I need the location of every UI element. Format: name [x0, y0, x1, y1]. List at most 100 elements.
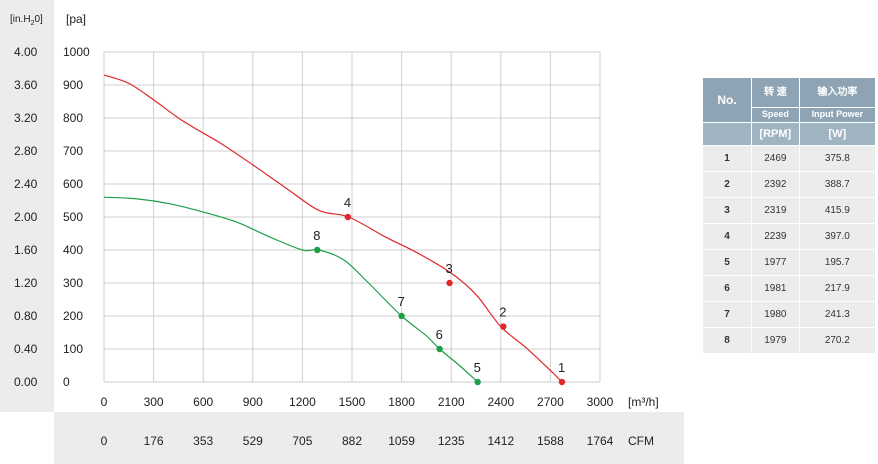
x-tick-label: 600 — [193, 395, 213, 409]
header-speed-cn: 转 速 — [751, 77, 800, 108]
y2-tick-label: 0.00 — [14, 375, 38, 389]
operating-point-label-2: 2 — [499, 305, 506, 320]
x-tick-label: 900 — [243, 395, 263, 409]
x2-axis-label: CFM — [628, 434, 654, 448]
table-header-row: No. 转 速 输入功率 — [702, 77, 877, 123]
row-power: 415.9 — [798, 197, 877, 224]
x-tick-label: 1500 — [339, 395, 366, 409]
y2-tick-label: 0.80 — [14, 309, 38, 323]
row-no: 1 — [702, 145, 752, 172]
x2-tick-label: 353 — [193, 434, 213, 448]
y-tick-label: 600 — [63, 177, 83, 191]
y2-tick-label: 2.40 — [14, 177, 38, 191]
x2-tick-label: 1059 — [388, 434, 415, 448]
row-power: 397.0 — [798, 223, 877, 250]
operating-point-7 — [398, 312, 405, 320]
x-axis-label: [m³/h] — [628, 395, 659, 409]
y-tick-label: 200 — [63, 309, 83, 323]
row-rpm: 1981 — [751, 275, 800, 302]
row-no: 5 — [702, 249, 752, 276]
row-no: 2 — [702, 171, 752, 198]
operating-point-label-7: 7 — [398, 294, 405, 309]
fan-performance-chart: 0 100 200 300 400 500 600 700 800 900 1000 0.00 0.40… — [0, 0, 684, 464]
x-tick-label: 1200 — [289, 395, 316, 409]
operating-point-6 — [436, 345, 443, 353]
x-tick-label: 2700 — [537, 395, 564, 409]
row-power: 388.7 — [798, 171, 877, 198]
unit-w: [W] — [798, 122, 877, 146]
table-row: 2 2392 388.7 — [702, 171, 877, 198]
header-power-cn: 输入功率 — [798, 77, 877, 108]
y2-axis-panel — [0, 0, 54, 412]
x2-tick-label: 1764 — [587, 434, 614, 448]
y2-tick-label: 1.60 — [14, 243, 38, 257]
x-tick-label: 2100 — [438, 395, 465, 409]
row-rpm: 2469 — [751, 145, 800, 172]
x-tick-label: 3000 — [587, 395, 614, 409]
table-unit-row: [RPM] [W] — [702, 122, 877, 146]
operating-point-label-4: 4 — [344, 195, 351, 210]
x2-tick-label: 882 — [342, 434, 362, 448]
operating-point-4 — [344, 213, 352, 221]
y2-tick-label: 3.60 — [14, 78, 38, 92]
y-tick-label: 1000 — [63, 45, 90, 59]
series-line-2 — [103, 196, 479, 383]
table-header-en-row: Speed Input Power — [703, 106, 877, 124]
y2-axis-label-end: 0] — [34, 14, 43, 25]
x-tick-label: 0 — [101, 395, 108, 409]
row-no: 4 — [702, 223, 752, 250]
x2-tick-label: 1412 — [487, 434, 514, 448]
table-row: 6 1981 217.9 — [702, 275, 877, 302]
x2-tick-label: 1235 — [438, 434, 465, 448]
y-tick-label: 0 — [63, 375, 70, 389]
row-no: 6 — [702, 275, 752, 302]
row-no: 8 — [702, 327, 752, 354]
row-rpm: 1980 — [751, 301, 800, 328]
x2-tick-label: 1588 — [537, 434, 564, 448]
row-rpm: 1977 — [751, 249, 800, 276]
operating-point-label-5: 5 — [474, 360, 481, 375]
header-speed-en: Speed — [751, 106, 800, 124]
chart-svg: 010020030040050060070080090010000.000.40… — [0, 0, 684, 464]
header-power-en: Input Power — [798, 106, 877, 124]
operating-point-label-8: 8 — [313, 228, 320, 243]
y-tick-label: 900 — [63, 78, 83, 92]
row-rpm: 2239 — [751, 223, 800, 250]
row-power: 195.7 — [798, 249, 877, 276]
fan-spec-table: No. 转 速 输入功率 Speed Input Power [RPM] [W]… — [702, 77, 877, 354]
row-rpm: 2319 — [751, 197, 800, 224]
operating-point-5 — [474, 378, 481, 386]
operating-point-label-6: 6 — [436, 327, 443, 342]
y-tick-label: 800 — [63, 111, 83, 125]
unit-blank — [702, 122, 752, 146]
row-rpm: 1979 — [751, 327, 800, 354]
row-power: 241.3 — [798, 301, 877, 328]
y2-tick-label: 3.20 — [14, 111, 38, 125]
operating-point-2 — [500, 323, 507, 330]
table-row: 4 2239 397.0 — [702, 223, 877, 250]
x-tick-label: 1800 — [388, 395, 415, 409]
y2-tick-label: 1.20 — [14, 276, 38, 290]
row-no: 7 — [702, 301, 752, 328]
x-tick-label: 300 — [144, 395, 164, 409]
x2-tick-label: 0 — [101, 434, 108, 448]
x2-axis-panel — [54, 412, 684, 464]
header-no: No. — [702, 77, 752, 123]
y-tick-label: 400 — [63, 243, 83, 257]
y2-axis-label-sub: 2 — [31, 20, 35, 27]
y2-tick-label: 0.40 — [14, 342, 38, 356]
operating-point-8 — [314, 246, 321, 254]
operating-point-label-3: 3 — [446, 261, 453, 276]
x2-tick-label: 176 — [144, 434, 164, 448]
x-tick-label: 2400 — [487, 395, 514, 409]
row-no: 3 — [702, 197, 752, 224]
x2-tick-label: 529 — [243, 434, 263, 448]
operating-point-3 — [446, 279, 453, 287]
unit-rpm: [RPM] — [751, 122, 800, 146]
row-rpm: 2392 — [751, 171, 800, 198]
operating-point-1 — [558, 378, 566, 386]
row-power: 270.2 — [798, 327, 877, 354]
table-row: 3 2319 415.9 — [702, 197, 877, 224]
y2-tick-label: 2.80 — [14, 144, 38, 158]
table-row: 7 1980 241.3 — [702, 301, 877, 328]
